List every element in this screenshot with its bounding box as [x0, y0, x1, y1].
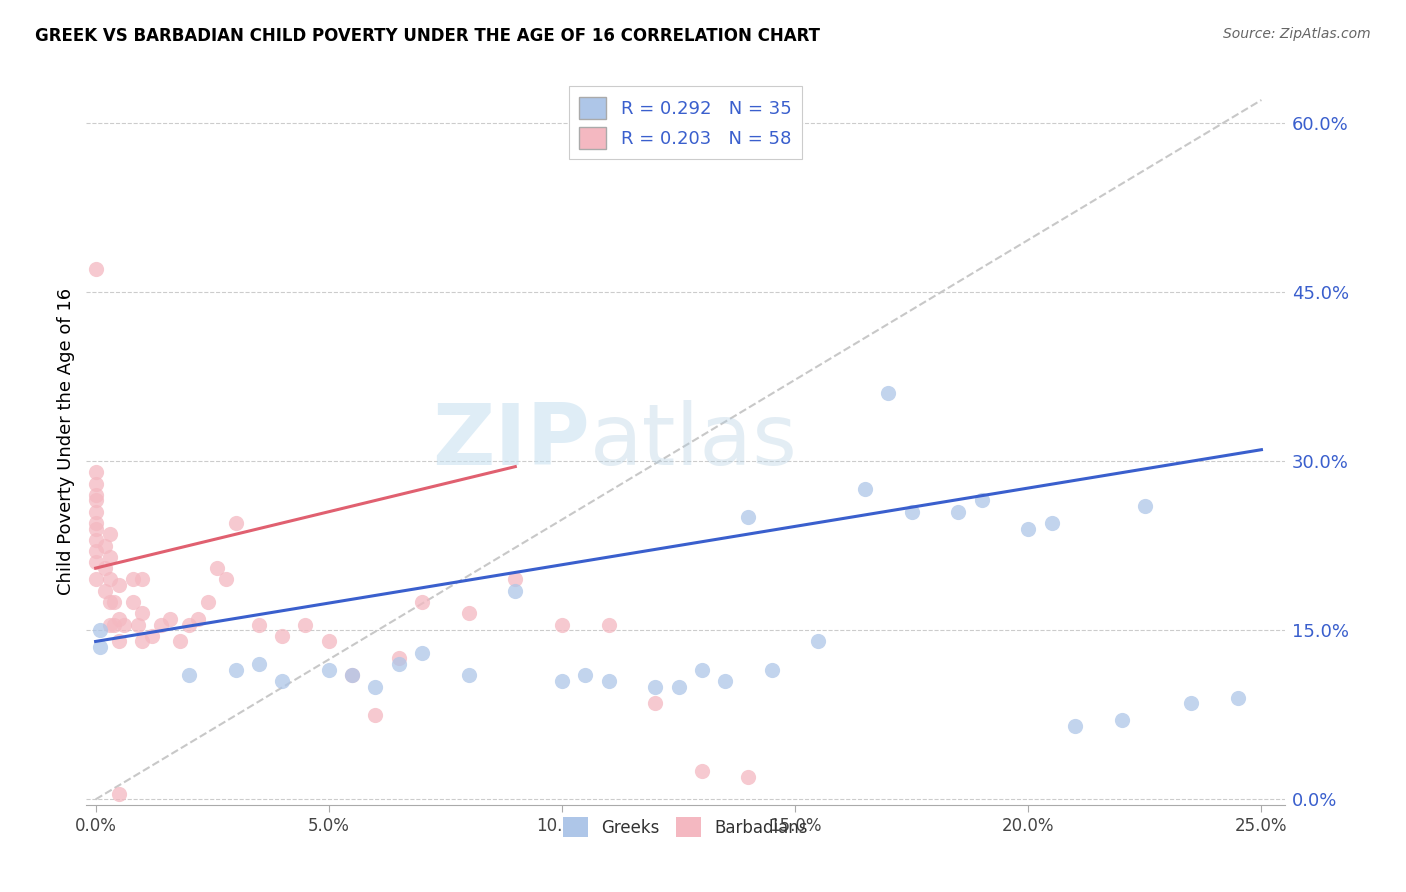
- Point: [84, 493, 107, 508]
- Point: [149, 617, 172, 632]
- Point: [94, 583, 117, 598]
- Point: [644, 697, 666, 711]
- Point: [970, 493, 993, 508]
- Point: [98, 527, 121, 541]
- Point: [340, 668, 363, 682]
- Point: [737, 510, 759, 524]
- Point: [84, 476, 107, 491]
- Point: [364, 707, 387, 722]
- Point: [177, 617, 200, 632]
- Point: [122, 595, 145, 609]
- Point: [551, 617, 574, 632]
- Point: [112, 617, 135, 632]
- Point: [131, 634, 153, 648]
- Point: [761, 663, 783, 677]
- Point: [668, 680, 690, 694]
- Point: [690, 663, 713, 677]
- Legend: Greeks, Barbadians: Greeks, Barbadians: [557, 810, 815, 844]
- Point: [388, 657, 411, 671]
- Point: [318, 634, 340, 648]
- Point: [948, 505, 970, 519]
- Point: [247, 657, 270, 671]
- Point: [103, 617, 125, 632]
- Point: [807, 634, 830, 648]
- Text: Source: ZipAtlas.com: Source: ZipAtlas.com: [1223, 27, 1371, 41]
- Point: [131, 573, 153, 587]
- Point: [84, 488, 107, 502]
- Point: [84, 505, 107, 519]
- Point: [598, 617, 620, 632]
- Point: [294, 617, 316, 632]
- Point: [84, 556, 107, 570]
- Point: [1040, 516, 1063, 530]
- Point: [94, 561, 117, 575]
- Point: [225, 516, 247, 530]
- Point: [1017, 522, 1039, 536]
- Point: [122, 573, 145, 587]
- Point: [103, 595, 125, 609]
- Point: [1180, 697, 1202, 711]
- Point: [1111, 714, 1133, 728]
- Point: [159, 612, 181, 626]
- Point: [1227, 690, 1250, 705]
- Point: [1133, 499, 1156, 513]
- Point: [505, 573, 527, 587]
- Point: [141, 629, 163, 643]
- Point: [505, 583, 527, 598]
- Point: [169, 634, 191, 648]
- Point: [98, 595, 121, 609]
- Point: [89, 623, 111, 637]
- Point: [84, 522, 107, 536]
- Point: [84, 262, 107, 277]
- Point: [574, 668, 596, 682]
- Point: [98, 617, 121, 632]
- Point: [318, 663, 340, 677]
- Point: [94, 539, 117, 553]
- Point: [89, 640, 111, 654]
- Point: [388, 651, 411, 665]
- Point: [271, 629, 294, 643]
- Point: [108, 612, 131, 626]
- Point: [84, 465, 107, 479]
- Text: atlas: atlas: [589, 400, 797, 483]
- Point: [364, 680, 387, 694]
- Point: [598, 673, 620, 688]
- Point: [340, 668, 363, 682]
- Point: [877, 386, 900, 401]
- Point: [714, 673, 737, 688]
- Point: [205, 561, 228, 575]
- Point: [457, 668, 479, 682]
- Point: [737, 770, 759, 784]
- Point: [84, 544, 107, 558]
- Point: [108, 787, 131, 801]
- Point: [187, 612, 209, 626]
- Point: [853, 482, 876, 496]
- Point: [84, 533, 107, 547]
- Point: [108, 634, 131, 648]
- Point: [131, 606, 153, 620]
- Point: [177, 668, 200, 682]
- Point: [84, 516, 107, 530]
- Point: [108, 578, 131, 592]
- Point: [271, 673, 294, 688]
- Point: [644, 680, 666, 694]
- Text: GREEK VS BARBADIAN CHILD POVERTY UNDER THE AGE OF 16 CORRELATION CHART: GREEK VS BARBADIAN CHILD POVERTY UNDER T…: [35, 27, 820, 45]
- Point: [127, 617, 149, 632]
- Y-axis label: Child Poverty Under the Age of 16: Child Poverty Under the Age of 16: [58, 287, 75, 595]
- Point: [411, 646, 433, 660]
- Point: [225, 663, 247, 677]
- Point: [1064, 719, 1087, 733]
- Point: [247, 617, 270, 632]
- Point: [197, 595, 219, 609]
- Point: [98, 573, 121, 587]
- Point: [900, 505, 922, 519]
- Point: [690, 764, 713, 779]
- Point: [84, 573, 107, 587]
- Point: [457, 606, 479, 620]
- Point: [411, 595, 433, 609]
- Point: [551, 673, 574, 688]
- Point: [215, 573, 238, 587]
- Point: [98, 549, 121, 564]
- Text: ZIP: ZIP: [432, 400, 589, 483]
